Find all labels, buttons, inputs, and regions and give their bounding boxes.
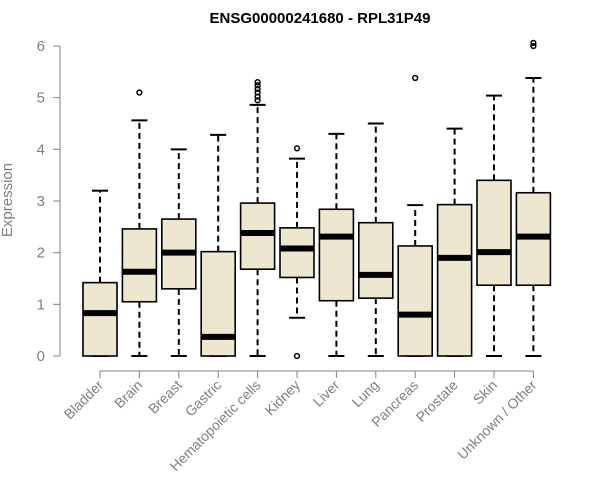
- iqr-box: [397, 245, 434, 357]
- x-tick-label: Lung: [349, 377, 382, 410]
- x-tick-label: Skin: [470, 377, 501, 408]
- outlier-point: [293, 145, 301, 152]
- x-tick-label: Kidney: [262, 377, 304, 419]
- box-liver: [318, 132, 355, 357]
- y-tick-label: 0: [37, 348, 45, 365]
- box-pancreas: [397, 74, 434, 357]
- outlier-point: [530, 39, 537, 47]
- outlier-point: [530, 42, 537, 50]
- y-tick-label: 6: [37, 38, 45, 55]
- outlier-point: [254, 85, 261, 93]
- iqr-box: [318, 208, 355, 302]
- box-gastric: [200, 133, 236, 357]
- outlier-point: [412, 74, 419, 82]
- x-tick-label: Brain: [111, 377, 145, 411]
- outlier-point: [254, 89, 261, 96]
- x-tick-label: Prostate: [413, 377, 461, 425]
- iqr-box: [357, 221, 394, 299]
- y-tick-label: 1: [37, 296, 45, 313]
- outlier-point: [254, 82, 261, 89]
- iqr-box: [476, 179, 512, 287]
- y-tick-label: 3: [37, 193, 45, 210]
- x-tick-label: Breast: [145, 377, 185, 417]
- iqr-box: [279, 227, 315, 279]
- box-brain: [121, 89, 158, 357]
- iqr-box: [436, 203, 473, 357]
- box-kidney: [279, 145, 315, 360]
- y-axis-label: Expression: [0, 163, 16, 237]
- box-lung: [357, 122, 394, 357]
- iqr-box: [239, 202, 276, 270]
- x-tick-label: Bladder: [61, 377, 107, 423]
- outlier-point: [293, 352, 301, 360]
- iqr-box: [82, 281, 118, 357]
- box-breast: [161, 148, 197, 357]
- y-axis: 0 1 2 3 4 5 6: [37, 38, 61, 365]
- box-prostate: [436, 127, 473, 357]
- iqr-box: [121, 228, 158, 303]
- y-tick-label: 4: [37, 141, 45, 158]
- iqr-box: [200, 250, 236, 357]
- box-series: [82, 39, 552, 360]
- outlier-point: [254, 97, 261, 104]
- box-bladder: [82, 189, 118, 357]
- box-unknown-other: [515, 39, 552, 357]
- x-tick-label: Liver: [310, 377, 343, 410]
- box-hematopoietic-cells: [239, 79, 276, 357]
- outlier-point: [136, 89, 143, 96]
- y-tick-label: 2: [37, 245, 45, 262]
- y-tick-label: 5: [37, 90, 45, 107]
- outlier-point: [254, 79, 261, 86]
- chart-title: ENSG00000241680 - RPL31P49: [210, 10, 431, 27]
- box-skin: [476, 94, 512, 357]
